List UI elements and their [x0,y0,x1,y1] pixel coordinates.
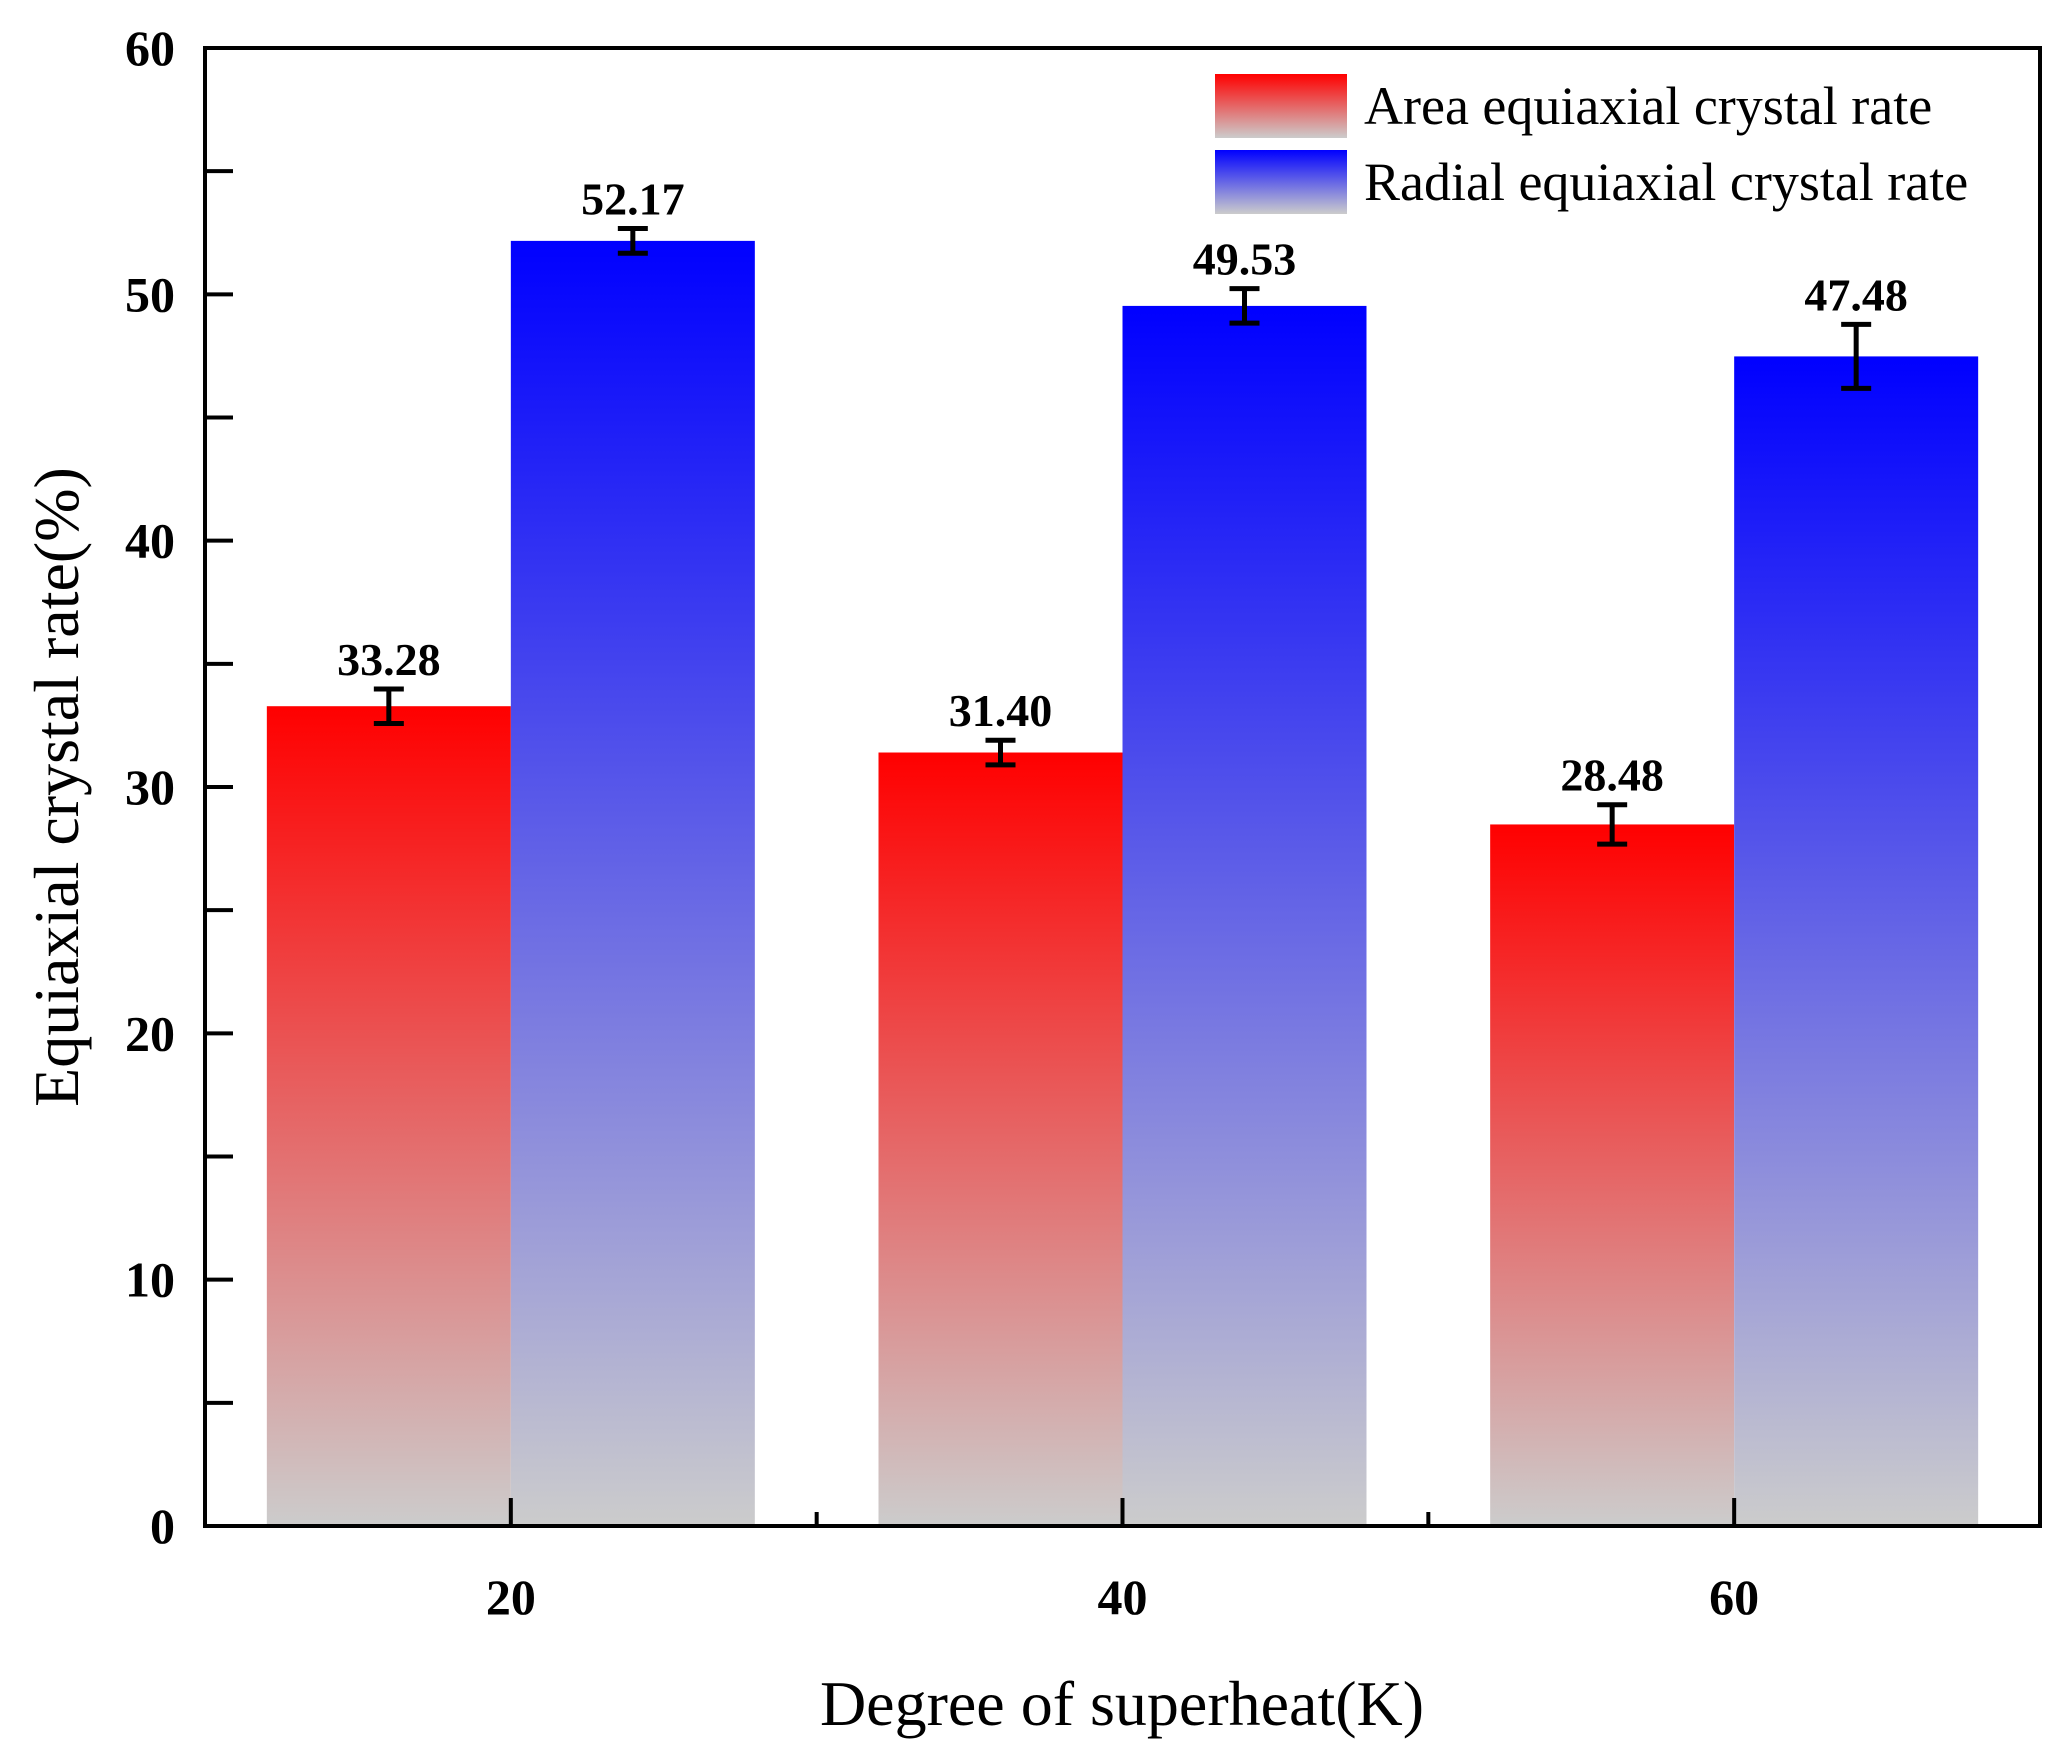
bar-s1-60 [1734,356,1979,1527]
x-axis-title: Degree of superheat(K) [820,1668,1424,1739]
bar-s0-60 [1490,824,1735,1526]
data-label-s0-60: 28.48 [1560,750,1664,801]
x-tick-label-20: 20 [486,1569,536,1625]
y-tick-label-10: 10 [125,1252,175,1308]
legend-label-radial: Radial equiaxial crystal rate [1364,152,1968,212]
x-tick-label-40: 40 [1098,1569,1148,1625]
data-labels-layer: 33.28 52.17 31.40 49.53 28.48 47.48 [337,174,1908,801]
bars-layer [266,240,1979,1527]
y-tick-label-60: 60 [125,20,175,76]
data-label-s1-20: 52.17 [581,174,685,225]
y-tick-label-0: 0 [150,1498,175,1554]
bar-s0-40 [878,752,1123,1526]
y-tick-label-40: 40 [125,513,175,569]
y-tick-label-50: 50 [125,266,175,322]
data-label-s0-40: 31.40 [949,685,1053,736]
data-label-s1-60: 47.48 [1804,269,1908,320]
error-bars-layer [373,226,1872,847]
bar-s1-40 [1122,305,1367,1526]
y-tick-label-30: 30 [125,759,175,815]
bar-s1-20 [510,240,755,1526]
bar-s0-20 [266,706,511,1526]
legend-swatch-radial [1215,150,1347,214]
y-axis-title: Equiaxial crystal rate(%) [21,467,92,1107]
ticks-layer: 20 40 60 0 10 20 30 40 50 60 [125,20,1759,1625]
legend-swatch-area [1215,74,1347,138]
data-label-s1-40: 49.53 [1193,234,1297,285]
data-label-s0-20: 33.28 [337,634,441,685]
x-tick-label-60: 60 [1709,1569,1759,1625]
legend: Area equiaxial crystal rate Radial equia… [1215,74,1968,214]
legend-label-area: Area equiaxial crystal rate [1364,76,1932,136]
y-tick-label-20: 20 [125,1005,175,1061]
